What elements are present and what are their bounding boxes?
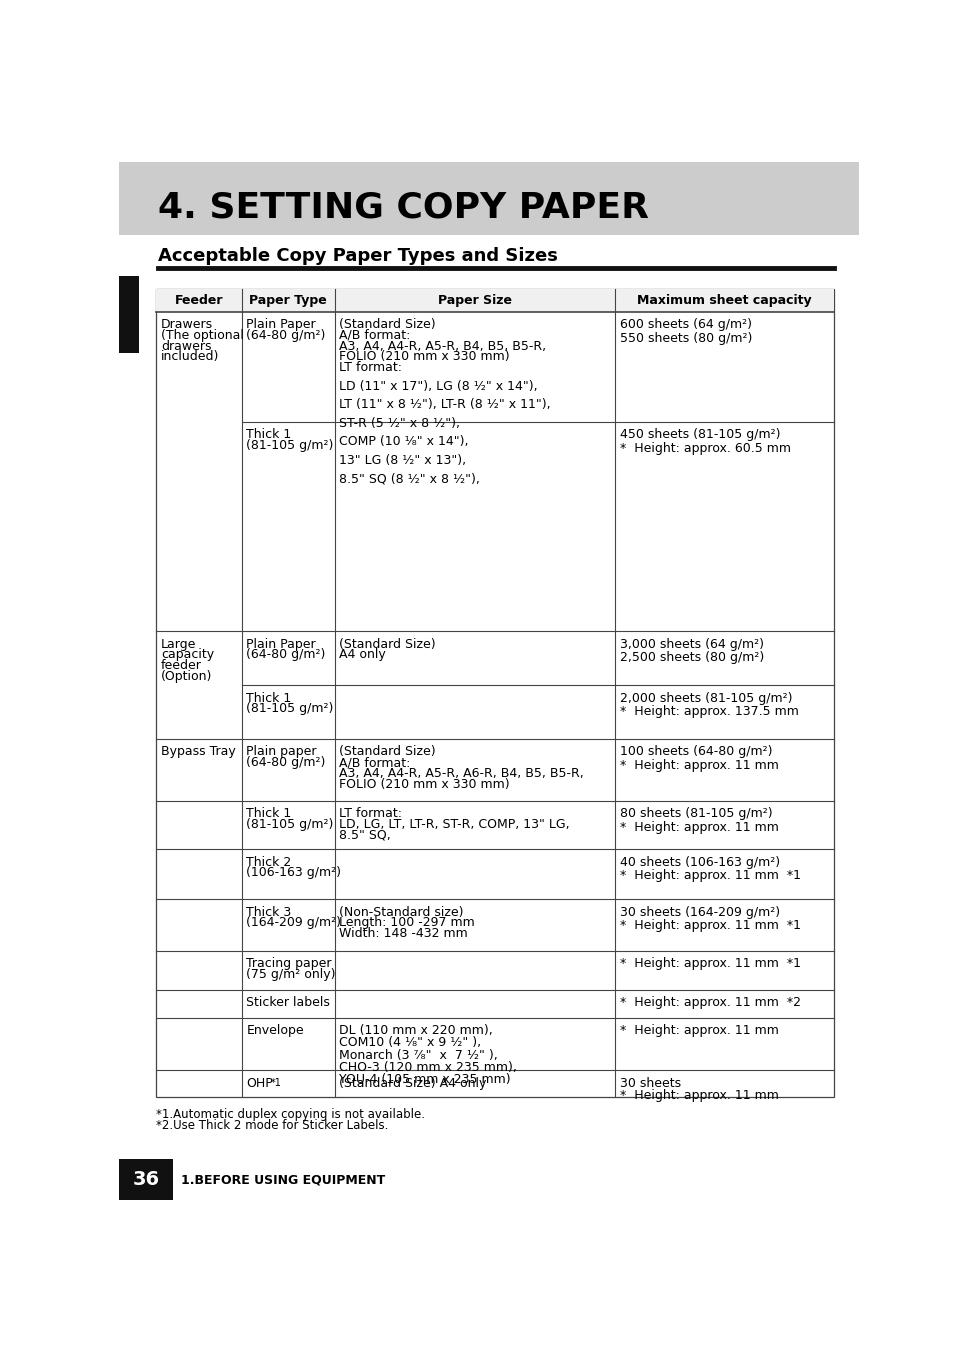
- Text: 30 sheets (164-209 g/m²): 30 sheets (164-209 g/m²): [619, 906, 780, 918]
- Text: (The optional: (The optional: [161, 329, 244, 342]
- Text: LT format:: LT format:: [339, 807, 402, 820]
- Text: Drawers: Drawers: [161, 318, 213, 332]
- Text: 4. SETTING COPY PAPER: 4. SETTING COPY PAPER: [158, 191, 648, 225]
- Text: 1.BEFORE USING EQUIPMENT: 1.BEFORE USING EQUIPMENT: [181, 1173, 385, 1186]
- Bar: [119, 276, 139, 353]
- Text: *1.Automatic duplex copying is not available.: *1.Automatic duplex copying is not avail…: [156, 1108, 425, 1122]
- Text: COM10 (4 ¹⁄₈" x 9 ¹⁄₂" ),: COM10 (4 ¹⁄₈" x 9 ¹⁄₂" ),: [339, 1037, 481, 1050]
- Bar: [119, 1159, 173, 1200]
- Text: ST-R (5 ¹⁄₂" x 8 ¹⁄₂"),: ST-R (5 ¹⁄₂" x 8 ¹⁄₂"),: [339, 417, 460, 430]
- Text: 80 sheets (81-105 g/m²): 80 sheets (81-105 g/m²): [619, 807, 772, 820]
- Text: 450 sheets (81-105 g/m²): 450 sheets (81-105 g/m²): [619, 429, 780, 441]
- Bar: [156, 288, 833, 1097]
- Text: *  Height: approx. 11 mm: * Height: approx. 11 mm: [619, 1089, 778, 1101]
- Text: A3, A4, A4-R, A5-R, A6-R, B4, B5, B5-R,: A3, A4, A4-R, A5-R, A6-R, B4, B5, B5-R,: [339, 767, 583, 780]
- Text: *  Height: approx. 11 mm  *1: * Height: approx. 11 mm *1: [619, 869, 801, 883]
- Text: COMP (10 ¹⁄₈" x 14"),: COMP (10 ¹⁄₈" x 14"),: [339, 435, 468, 448]
- Bar: [156, 288, 833, 311]
- Text: 2,500 sheets (80 g/m²): 2,500 sheets (80 g/m²): [619, 651, 763, 665]
- Text: Feeder: Feeder: [174, 294, 223, 307]
- Text: Plain Paper: Plain Paper: [246, 318, 315, 332]
- Text: A3, A4, A4-R, A5-R, B4, B5, B5-R,: A3, A4, A4-R, A5-R, B4, B5, B5-R,: [339, 340, 546, 353]
- Text: 600 sheets (64 g/m²): 600 sheets (64 g/m²): [619, 318, 751, 332]
- Text: *  Height: approx. 11 mm: * Height: approx. 11 mm: [619, 821, 778, 834]
- Text: 8.5" SQ (8 ¹⁄₂" x 8 ¹⁄₂"),: 8.5" SQ (8 ¹⁄₂" x 8 ¹⁄₂"),: [339, 472, 479, 485]
- Text: LT (11" x 8 ¹⁄₂"), LT-R (8 ¹⁄₂" x 11"),: LT (11" x 8 ¹⁄₂"), LT-R (8 ¹⁄₂" x 11"),: [339, 398, 551, 411]
- Text: Paper Type: Paper Type: [249, 294, 327, 307]
- Text: FOLIO (210 mm x 330 mm): FOLIO (210 mm x 330 mm): [339, 778, 510, 791]
- Text: Length: 100 -297 mm: Length: 100 -297 mm: [339, 917, 475, 929]
- Text: A/B format:: A/B format:: [339, 329, 411, 342]
- Text: YOU-4 (105 mm x 235 mm): YOU-4 (105 mm x 235 mm): [339, 1073, 511, 1086]
- Text: FOLIO (210 mm x 330 mm): FOLIO (210 mm x 330 mm): [339, 350, 510, 364]
- Text: Thick 1: Thick 1: [246, 692, 292, 705]
- Text: Thick 2: Thick 2: [246, 856, 292, 868]
- Text: Thick 1: Thick 1: [246, 429, 292, 441]
- Text: OHP: OHP: [246, 1077, 273, 1089]
- Text: 550 sheets (80 g/m²): 550 sheets (80 g/m²): [619, 332, 752, 345]
- Text: *  Height: approx. 11 mm  *1: * Height: approx. 11 mm *1: [619, 957, 801, 971]
- Text: (Option): (Option): [161, 670, 213, 683]
- Text: Thick 1: Thick 1: [246, 807, 292, 820]
- Text: (64-80 g/m²): (64-80 g/m²): [246, 329, 325, 342]
- Text: LD, LG, LT, LT-R, ST-R, COMP, 13" LG,: LD, LG, LT, LT-R, ST-R, COMP, 13" LG,: [339, 818, 569, 830]
- Text: *  Height: approx. 11 mm: * Height: approx. 11 mm: [619, 759, 778, 772]
- Text: Sticker labels: Sticker labels: [246, 996, 330, 1008]
- Text: Width: 148 -432 mm: Width: 148 -432 mm: [339, 927, 468, 940]
- Bar: [119, 162, 858, 235]
- Text: (Standard Size): (Standard Size): [339, 745, 436, 759]
- Text: 36: 36: [132, 1170, 160, 1189]
- Text: 13" LG (8 ¹⁄₂" x 13"),: 13" LG (8 ¹⁄₂" x 13"),: [339, 453, 466, 466]
- Text: 2,000 sheets (81-105 g/m²): 2,000 sheets (81-105 g/m²): [619, 692, 792, 705]
- Text: *  Height: approx. 137.5 mm: * Height: approx. 137.5 mm: [619, 705, 798, 718]
- Text: Plain paper: Plain paper: [246, 745, 316, 759]
- Text: A4 only: A4 only: [339, 648, 386, 662]
- Text: *1: *1: [271, 1078, 282, 1088]
- Text: (164-209 g/m²): (164-209 g/m²): [246, 917, 341, 929]
- Text: (75 g/m² only): (75 g/m² only): [246, 968, 335, 981]
- Text: DL (110 mm x 220 mm),: DL (110 mm x 220 mm),: [339, 1024, 493, 1037]
- Text: (81-105 g/m²): (81-105 g/m²): [246, 702, 334, 716]
- Text: capacity: capacity: [161, 648, 214, 662]
- Text: (Non-Standard size): (Non-Standard size): [339, 906, 463, 918]
- Text: Bypass Tray: Bypass Tray: [161, 745, 235, 759]
- Text: *  Height: approx. 60.5 mm: * Height: approx. 60.5 mm: [619, 442, 790, 456]
- Text: 100 sheets (64-80 g/m²): 100 sheets (64-80 g/m²): [619, 745, 772, 759]
- Text: Monarch (3 ⁷⁄₈"  x  7 ¹⁄₂" ),: Monarch (3 ⁷⁄₈" x 7 ¹⁄₂" ),: [339, 1049, 497, 1062]
- Text: 30 sheets: 30 sheets: [619, 1077, 680, 1089]
- Text: Paper Size: Paper Size: [437, 294, 512, 307]
- Text: Envelope: Envelope: [246, 1024, 304, 1037]
- Text: (64-80 g/m²): (64-80 g/m²): [246, 648, 325, 662]
- Text: 40 sheets (106-163 g/m²): 40 sheets (106-163 g/m²): [619, 856, 780, 868]
- Text: *  Height: approx. 11 mm  *1: * Height: approx. 11 mm *1: [619, 919, 801, 933]
- Text: Thick 3: Thick 3: [246, 906, 292, 918]
- Text: drawers: drawers: [161, 340, 212, 353]
- Text: (Standard Size) A4 only: (Standard Size) A4 only: [339, 1077, 486, 1089]
- Text: *2.Use Thick 2 mode for Sticker Labels.: *2.Use Thick 2 mode for Sticker Labels.: [156, 1119, 389, 1132]
- Text: included): included): [161, 350, 219, 364]
- Text: (81-105 g/m²): (81-105 g/m²): [246, 818, 334, 830]
- Text: LD (11" x 17"), LG (8 ¹⁄₂" x 14"),: LD (11" x 17"), LG (8 ¹⁄₂" x 14"),: [339, 380, 537, 392]
- Text: Acceptable Copy Paper Types and Sizes: Acceptable Copy Paper Types and Sizes: [158, 247, 558, 264]
- Text: A/B format:: A/B format:: [339, 756, 411, 770]
- Text: 3,000 sheets (64 g/m²): 3,000 sheets (64 g/m²): [619, 638, 763, 651]
- Text: (Standard Size): (Standard Size): [339, 318, 436, 332]
- Text: Maximum sheet capacity: Maximum sheet capacity: [637, 294, 811, 307]
- Text: Tracing paper: Tracing paper: [246, 957, 332, 971]
- Text: (81-105 g/m²): (81-105 g/m²): [246, 439, 334, 452]
- Text: CHO-3 (120 mm x 235 mm),: CHO-3 (120 mm x 235 mm),: [339, 1061, 517, 1074]
- Text: LT format:: LT format:: [339, 361, 402, 375]
- Text: *  Height: approx. 11 mm: * Height: approx. 11 mm: [619, 1024, 778, 1037]
- Text: *  Height: approx. 11 mm  *2: * Height: approx. 11 mm *2: [619, 996, 801, 1008]
- Text: (106-163 g/m²): (106-163 g/m²): [246, 867, 341, 879]
- Text: Large: Large: [161, 638, 196, 651]
- Text: (64-80 g/m²): (64-80 g/m²): [246, 756, 325, 770]
- Text: feeder: feeder: [161, 659, 202, 673]
- Text: Plain Paper: Plain Paper: [246, 638, 315, 651]
- Text: 8.5" SQ,: 8.5" SQ,: [339, 829, 391, 841]
- Text: (Standard Size): (Standard Size): [339, 638, 436, 651]
